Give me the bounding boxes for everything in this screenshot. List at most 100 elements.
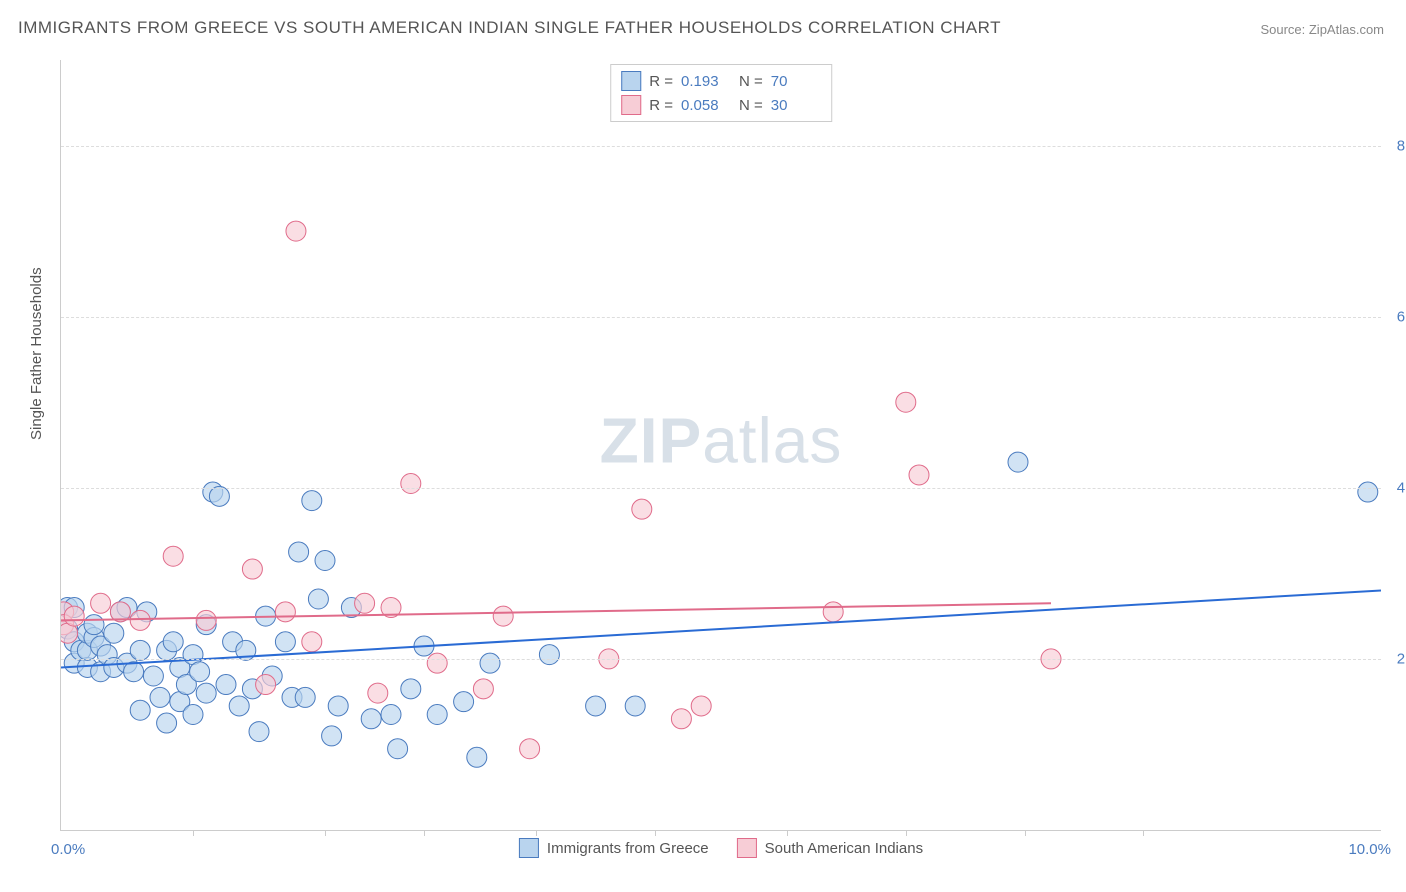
gridline [61, 659, 1381, 660]
scatter-point [401, 474, 421, 494]
x-tick [655, 830, 656, 836]
scatter-point [1358, 482, 1378, 502]
swatch-pink-icon [621, 95, 641, 115]
legend-row-blue: R = 0.193 N = 70 [621, 69, 821, 93]
scatter-point [130, 610, 150, 630]
scatter-point [302, 491, 322, 511]
scatter-point [143, 666, 163, 686]
scatter-point [242, 559, 262, 579]
y-tick-label: 8.0% [1397, 137, 1406, 154]
scatter-point [632, 499, 652, 519]
scatter-point [229, 696, 249, 716]
scatter-point [130, 700, 150, 720]
n-value-blue: 70 [771, 73, 821, 90]
scatter-point [467, 747, 487, 767]
swatch-blue-icon [621, 71, 641, 91]
legend-item-blue: Immigrants from Greece [519, 838, 709, 858]
scatter-point [190, 662, 210, 682]
scatter-point [586, 696, 606, 716]
scatter-point [454, 692, 474, 712]
x-tick [1143, 830, 1144, 836]
scatter-point [381, 705, 401, 725]
swatch-blue-icon [519, 838, 539, 858]
chart-title: IMMIGRANTS FROM GREECE VS SOUTH AMERICAN… [18, 18, 1001, 38]
chart-plot-area: ZIPatlas R = 0.193 N = 70 R = 0.058 N = … [60, 60, 1381, 831]
scatter-point [295, 687, 315, 707]
x-tick [787, 830, 788, 836]
scatter-point [909, 465, 929, 485]
x-tick [536, 830, 537, 836]
x-tick [325, 830, 326, 836]
source-attribution: Source: ZipAtlas.com [1260, 22, 1384, 37]
scatter-point [130, 640, 150, 660]
scatter-point [256, 675, 276, 695]
scatter-point [150, 687, 170, 707]
scatter-point [157, 713, 177, 733]
y-tick-label: 4.0% [1397, 479, 1406, 496]
scatter-point [196, 610, 216, 630]
scatter-point [183, 705, 203, 725]
y-tick-label: 2.0% [1397, 650, 1406, 667]
scatter-svg [61, 60, 1381, 830]
scatter-point [539, 645, 559, 665]
scatter-point [209, 486, 229, 506]
scatter-point [427, 705, 447, 725]
scatter-point [216, 675, 236, 695]
legend-label-blue: Immigrants from Greece [547, 840, 709, 857]
scatter-point [308, 589, 328, 609]
n-label: N = [739, 73, 763, 90]
scatter-point [625, 696, 645, 716]
scatter-point [322, 726, 342, 746]
scatter-point [91, 593, 111, 613]
scatter-point [355, 593, 375, 613]
trend-line [61, 590, 1381, 667]
legend-item-pink: South American Indians [737, 838, 923, 858]
scatter-point [275, 632, 295, 652]
r-value-pink: 0.058 [681, 97, 731, 114]
scatter-point [1008, 452, 1028, 472]
scatter-point [427, 653, 447, 673]
x-tick [424, 830, 425, 836]
y-tick-label: 6.0% [1397, 308, 1406, 325]
correlation-legend: R = 0.193 N = 70 R = 0.058 N = 30 [610, 64, 832, 122]
scatter-point [249, 722, 269, 742]
n-label: N = [739, 97, 763, 114]
scatter-point [691, 696, 711, 716]
scatter-point [286, 221, 306, 241]
scatter-point [473, 679, 493, 699]
scatter-point [368, 683, 388, 703]
scatter-point [361, 709, 381, 729]
scatter-point [163, 632, 183, 652]
scatter-point [289, 542, 309, 562]
scatter-point [480, 653, 500, 673]
r-label: R = [649, 73, 673, 90]
scatter-point [328, 696, 348, 716]
scatter-point [124, 662, 144, 682]
scatter-point [275, 602, 295, 622]
scatter-point [64, 606, 84, 626]
legend-label-pink: South American Indians [765, 840, 923, 857]
y-axis-label: Single Father Households [28, 267, 45, 440]
scatter-point [104, 623, 124, 643]
r-value-blue: 0.193 [681, 73, 731, 90]
gridline [61, 317, 1381, 318]
scatter-point [84, 615, 104, 635]
x-axis-max-label: 10.0% [1348, 841, 1391, 858]
r-label: R = [649, 97, 673, 114]
scatter-point [315, 551, 335, 571]
x-axis-min-label: 0.0% [51, 841, 85, 858]
swatch-pink-icon [737, 838, 757, 858]
gridline [61, 146, 1381, 147]
x-tick [193, 830, 194, 836]
scatter-point [671, 709, 691, 729]
scatter-point [520, 739, 540, 759]
x-tick [1025, 830, 1026, 836]
scatter-point [163, 546, 183, 566]
n-value-pink: 30 [771, 97, 821, 114]
scatter-point [302, 632, 322, 652]
series-legend: Immigrants from Greece South American In… [519, 838, 923, 858]
scatter-point [401, 679, 421, 699]
scatter-point [196, 683, 216, 703]
scatter-point [896, 392, 916, 412]
scatter-point [388, 739, 408, 759]
